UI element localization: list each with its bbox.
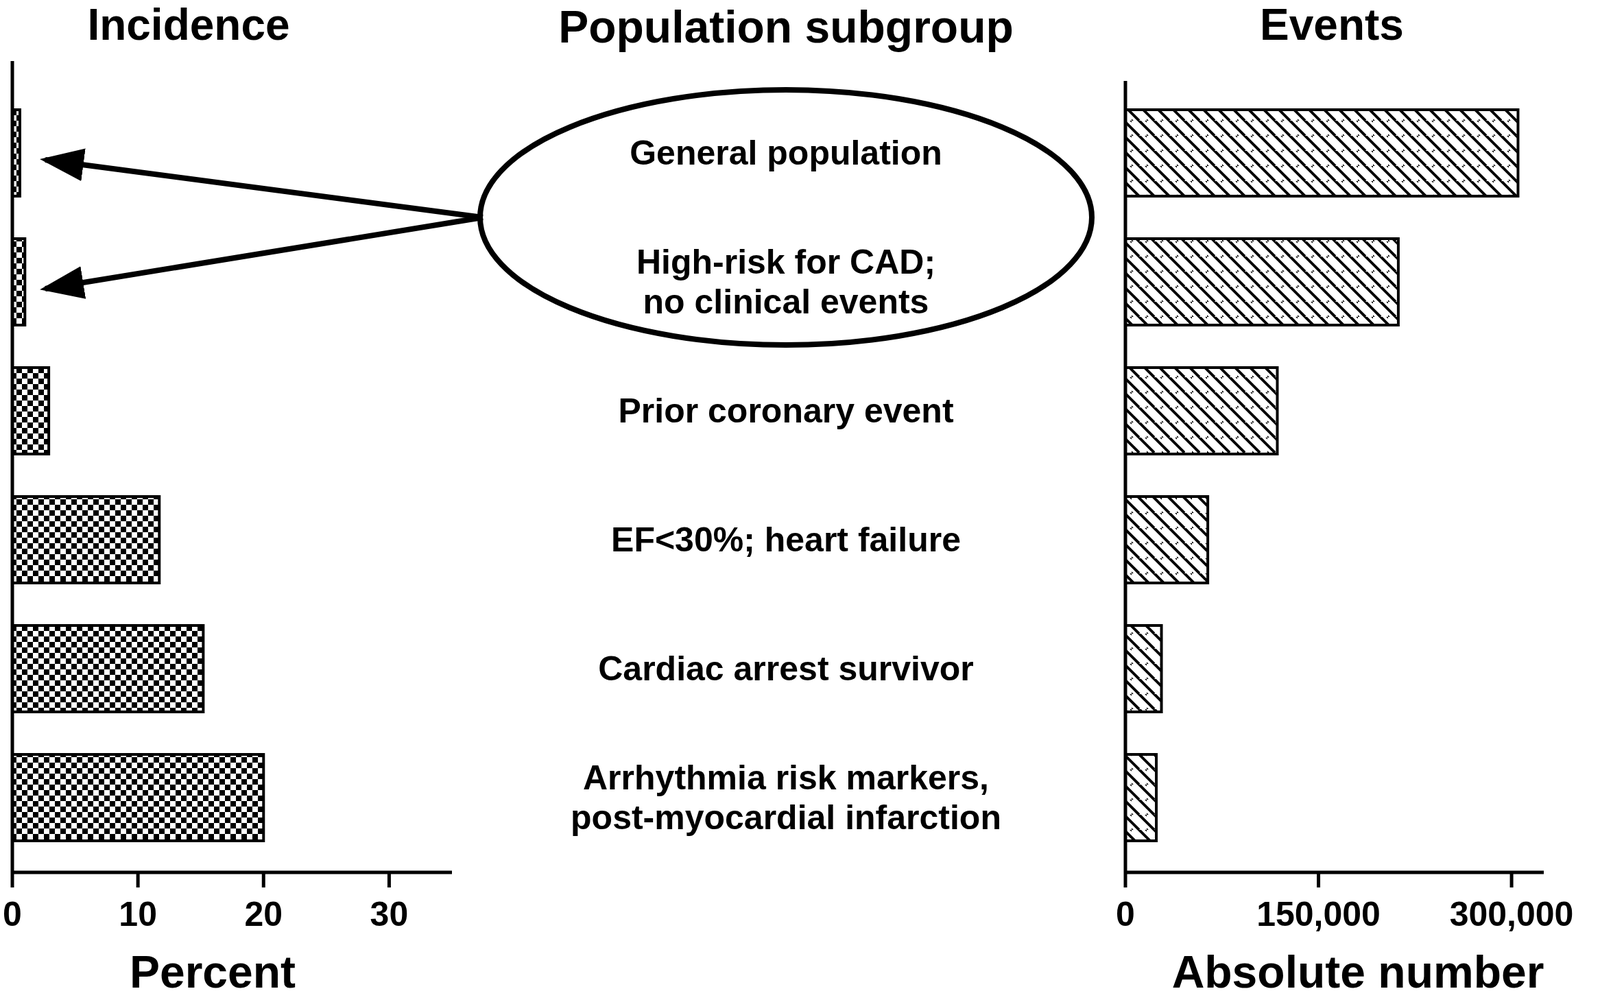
bar [1125,367,1277,455]
figure: Incidence 0 10 20 30 Percent Events 0 150,000 300… [0,0,1600,1002]
x-axis-label: Percent [129,946,296,998]
bar [12,496,160,583]
category-label: Cardiac arrest survivor [598,649,974,688]
bar [1125,754,1157,841]
group-ellipse [480,89,1092,345]
chart-title: Events [1259,0,1404,50]
category-line: General population [629,133,943,173]
category-label: EF<30%; heart failure [611,520,961,559]
y-axis-line [10,61,15,873]
pointer-arrow [45,217,483,289]
chart-1: Events 0 150,000 300,000 Absolute number [1115,0,1574,998]
x-tick [136,872,140,888]
x-tick-label: 10 [118,894,158,934]
category-line: Prior coronary event [617,391,954,431]
x-tick [10,872,15,888]
bar [12,238,25,326]
category-line: post-myocardial infarction [570,798,1002,837]
category-line: High-risk for CAD; [636,242,936,282]
bar [12,367,49,455]
category-label: High-risk for CAD;no clinical events [636,242,936,321]
category-line: Arrhythmia risk markers, [582,758,989,797]
x-tick [261,872,266,888]
pointer-arrow [45,159,483,218]
x-tick [1316,872,1321,888]
x-tick-label: 0 [2,894,22,934]
bar [1125,625,1162,712]
x-tick-label: 20 [244,894,283,934]
bar [12,625,204,712]
category-label: General population [629,133,943,173]
x-axis-line [12,870,452,875]
category-label: Arrhythmia risk markers,post-myocardial … [570,758,1002,837]
x-tick-label: 300,000 [1449,894,1574,934]
x-axis-label: Absolute number [1172,946,1545,998]
bar [1125,109,1518,197]
bar [1125,496,1208,583]
x-axis-line [1125,870,1544,875]
subgroup-title: Population subgroup [558,1,1014,53]
category-label: Prior coronary event [617,391,954,431]
y-axis-line [1124,80,1128,873]
bar [12,754,264,841]
category-line: EF<30%; heart failure [611,520,961,559]
bar [1125,238,1399,326]
chart-0: Incidence 0 10 20 30 Percent [2,0,452,998]
category-line: Cardiac arrest survivor [598,649,974,688]
x-tick-label: 0 [1115,894,1136,934]
bars [12,109,264,841]
x-tick [1510,872,1514,888]
x-tick [387,872,391,888]
x-tick-label: 30 [370,894,409,934]
x-tick [1124,872,1128,888]
chart-title: Incidence [87,0,290,50]
bars [1125,109,1518,841]
x-tick-label: 150,000 [1256,894,1381,934]
category-line: no clinical events [643,282,930,321]
